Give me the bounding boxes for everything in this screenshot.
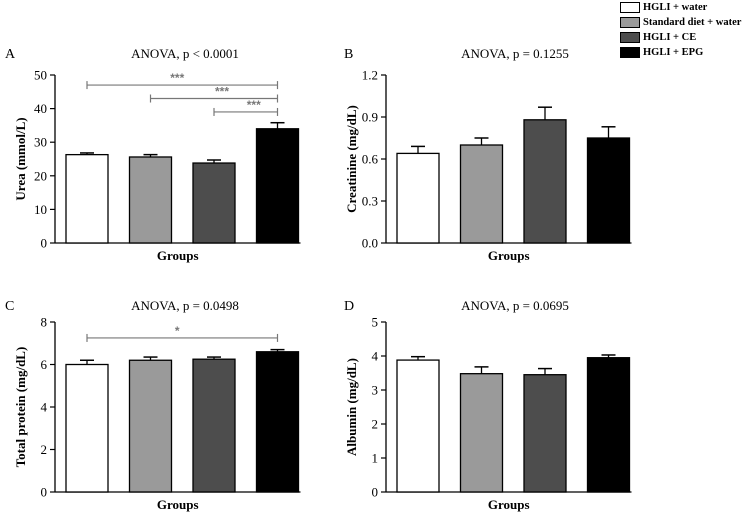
y-tick-label: 50 [34, 68, 47, 83]
panel-letter: B [344, 47, 353, 62]
legend-item-standard-diet: Standard diet + water [620, 15, 741, 29]
bar-1 [65, 153, 109, 244]
chart-title: ANOVA, p = 0.0498 [131, 298, 239, 313]
panel-letter: A [5, 47, 16, 62]
y-tick-label: 3 [372, 383, 379, 398]
y-tick-label: 2 [372, 417, 379, 432]
y-axis-label: Urea (mmol/L) [13, 117, 28, 200]
y-tick-label: 0.6 [362, 152, 379, 167]
y-tick-label: 0 [372, 485, 379, 500]
y-axis-label: Creatinine (mg/dL) [344, 105, 359, 213]
bar-1 [65, 363, 109, 493]
legend-label-standard-diet: Standard diet + water [643, 16, 742, 28]
y-tick-label: 30 [34, 135, 47, 150]
bar-3 [523, 374, 567, 493]
y-axis-label: Total protein (mg/dL) [13, 347, 28, 468]
legend-swatch-hgli-water [620, 1, 640, 13]
panel-letter: D [344, 299, 354, 314]
legend-swatch-hgli-epg [620, 46, 640, 58]
y-tick-label: 1.2 [362, 68, 378, 83]
bar-4 [255, 351, 300, 493]
x-axis-label: Groups [488, 248, 530, 263]
bar-1 [396, 359, 440, 493]
x-axis-label: Groups [157, 248, 199, 263]
significance-label: * [175, 324, 180, 338]
legend-label-hgli-epg: HGLI + EPG [643, 46, 704, 58]
bar-4 [255, 128, 300, 244]
x-axis-label: Groups [157, 497, 199, 512]
y-tick-label: 10 [34, 202, 47, 217]
y-tick-label: 0.3 [362, 194, 378, 209]
bar-4 [586, 357, 631, 493]
y-tick-label: 0 [41, 485, 48, 500]
chart-title: ANOVA, p < 0.0001 [131, 46, 239, 61]
chart-title: ANOVA, p = 0.0695 [461, 298, 569, 313]
legend-label-hgli-water: HGLI + water [643, 1, 708, 13]
panel-letter: C [5, 299, 14, 314]
y-tick-label: 8 [41, 315, 48, 330]
bar-2 [128, 156, 173, 244]
legend-item-hgli-ce: HGLI + CE [620, 30, 696, 44]
y-tick-label: 2 [41, 442, 48, 457]
legend-item-hgli-epg: HGLI + EPG [620, 45, 703, 59]
y-tick-label: 20 [34, 168, 47, 183]
legend-swatch-standard-diet [620, 16, 640, 28]
legend-swatch-hgli-ce [620, 31, 640, 43]
significance-label: *** [247, 98, 261, 112]
significance-label: *** [170, 71, 184, 85]
bar-2 [459, 373, 504, 493]
y-tick-label: 0.9 [362, 110, 378, 125]
bar-2 [459, 144, 504, 244]
significance-label: *** [215, 85, 229, 99]
bar-3 [523, 119, 567, 244]
bar-4 [586, 137, 631, 244]
y-axis-label: Albumin (mg/dL) [344, 358, 359, 456]
y-tick-label: 4 [41, 400, 48, 415]
bar-2 [128, 359, 173, 493]
legend-label-hgli-ce: HGLI + CE [643, 31, 697, 43]
panel-A: A ANOVA, p < 0.0001 0 10 20 30 40 50 Urea (mmol/… [5, 46, 301, 263]
x-axis-label: Groups [488, 497, 530, 512]
panel-C: C ANOVA, p = 0.0498 0 2 4 6 8 Total protein (mg… [5, 298, 301, 512]
y-tick-label: 1 [372, 451, 379, 466]
bar-3 [192, 358, 236, 493]
bar-3 [192, 162, 236, 244]
y-tick-label: 0 [41, 236, 48, 251]
y-tick-label: 6 [41, 357, 48, 372]
y-tick-label: 0.0 [362, 236, 378, 251]
chart-title: ANOVA, p = 0.1255 [461, 46, 569, 61]
y-tick-label: 40 [34, 101, 47, 116]
panel-B: B ANOVA, p = 0.1255 0.0 0.3 0.6 0.9 1.2 Creatin… [344, 46, 632, 263]
bar-1 [396, 152, 440, 244]
y-tick-label: 5 [372, 315, 379, 330]
panel-D: D ANOVA, p = 0.0695 0 1 2 3 4 5 Albumin (mg/dL) G… [344, 298, 632, 512]
legend-item-hgli-water: HGLI + water [620, 0, 707, 14]
y-tick-label: 4 [372, 349, 379, 364]
